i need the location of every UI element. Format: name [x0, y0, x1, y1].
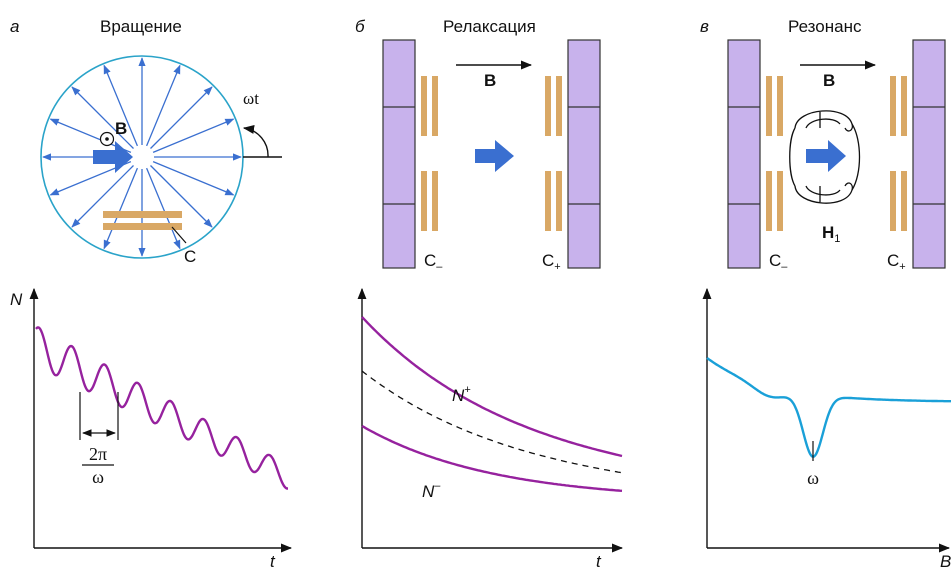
field-ray — [150, 86, 213, 149]
field-ray — [71, 165, 134, 228]
field-ray — [103, 167, 139, 250]
panel-relaxation: б Релаксация B C– C+ — [355, 17, 624, 569]
period-numerator: 2π — [89, 444, 107, 464]
rotation-angle-label: ωt — [243, 89, 259, 108]
rf-field-loops — [789, 110, 861, 204]
resonance-absorption-curve — [706, 357, 951, 458]
plates-right-resonance — [890, 76, 907, 231]
plate-lower — [103, 223, 182, 230]
beam-direction-arrow-resonance-icon — [806, 140, 846, 172]
panel-letter-c: в — [700, 17, 709, 36]
panel-title-rotation: Вращение — [100, 17, 182, 36]
plates-left-relaxation — [421, 76, 438, 231]
magnet-left — [382, 39, 416, 269]
panel-rotation: а Вращение ωt B C N t 2π ω — [10, 17, 293, 569]
rf-field-label: H1 — [822, 223, 840, 245]
magnet-right-resonance — [912, 39, 946, 269]
resonance-dip-label: ω — [807, 468, 819, 488]
panel-resonance: в Резонанс B — [700, 17, 951, 569]
field-ray — [145, 64, 181, 147]
plate-upper — [103, 211, 182, 218]
graph-a-x-label: t — [270, 552, 276, 569]
upper-curve-label: N+ — [452, 384, 471, 405]
field-ray — [71, 86, 134, 149]
panel-letter-a: а — [10, 17, 19, 36]
rotation-direction-arrow-icon — [93, 141, 133, 173]
plates-label-rotation: C — [184, 247, 196, 266]
magnet-right — [567, 39, 601, 269]
magnet-left-resonance — [727, 39, 761, 269]
graph-c-x-label: B — [940, 552, 951, 569]
period-denominator: ω — [92, 467, 104, 487]
graph-b-x-label: t — [596, 552, 602, 569]
population-average-curve — [361, 370, 623, 474]
panel-title-relaxation: Релаксация — [443, 17, 536, 36]
field-label-b-rotation: B — [115, 119, 127, 138]
panel-letter-b: б — [355, 17, 366, 36]
field-ray — [152, 160, 235, 196]
plates-leader-line — [171, 226, 187, 244]
field-label-b-resonance: B — [823, 71, 835, 90]
oscillation-decay-curve — [35, 326, 288, 490]
plates-left-resonance — [766, 76, 783, 231]
field-ray — [103, 64, 139, 147]
plates-label-right-resonance: C+ — [887, 251, 906, 273]
field-label-b-relaxation: B — [484, 71, 496, 90]
rotation-angle-arc — [242, 125, 269, 158]
lower-curve-label: N– — [422, 480, 441, 501]
plates-label-right-relaxation: C+ — [542, 251, 561, 273]
population-lower-curve — [361, 424, 623, 492]
panel-title-resonance: Резонанс — [788, 17, 862, 36]
field-ray — [145, 167, 181, 250]
field-ray — [152, 118, 235, 154]
field-ray — [150, 165, 213, 228]
plates-right-relaxation — [545, 76, 562, 231]
plates-label-left-relaxation: C– — [424, 251, 443, 273]
beam-direction-arrow-icon — [475, 140, 514, 172]
population-upper-curve — [361, 316, 623, 458]
plates-label-left-resonance: C– — [769, 251, 788, 273]
graph-a-y-label: N — [10, 290, 23, 309]
